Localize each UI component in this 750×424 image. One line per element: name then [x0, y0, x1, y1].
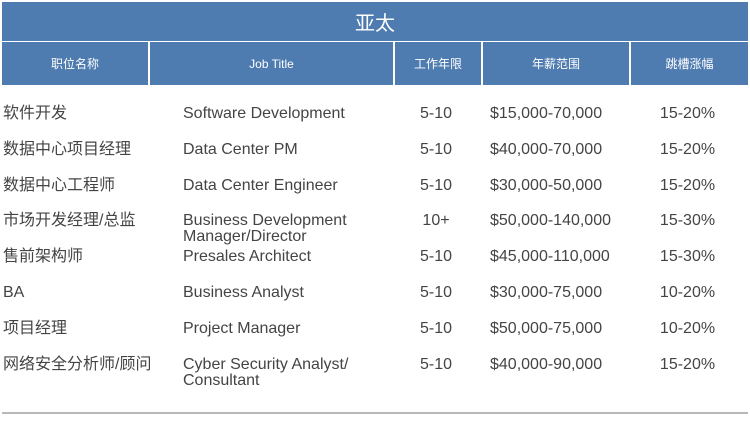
- cell-salary: $30,000-50,000: [490, 177, 603, 194]
- cell-years: 5-10: [419, 320, 453, 337]
- cell-raise: 15-30%: [659, 248, 716, 265]
- header-salary: 年薪范围: [483, 42, 629, 85]
- cell-years: 5-10: [419, 177, 453, 194]
- cell-position-cn: 数据中心工程师: [3, 177, 116, 194]
- cell-job-title: Business Development Manager/Director: [183, 212, 347, 245]
- cell-years: 5-10: [419, 105, 453, 122]
- cell-position-cn: 网络安全分析师/顾问: [3, 356, 152, 373]
- cell-position-cn: BA: [3, 284, 25, 301]
- cell-position-cn: 项目经理: [3, 320, 68, 337]
- header-job-title: Job Title: [150, 42, 393, 85]
- cell-position-cn: 数据中心项目经理: [3, 141, 132, 158]
- cell-years: 5-10: [419, 248, 453, 265]
- cell-years: 5-10: [419, 141, 453, 158]
- cell-position-cn: 软件开发: [3, 105, 68, 122]
- cell-job-title: Project Manager: [183, 320, 301, 337]
- cell-years: 5-10: [419, 284, 453, 301]
- cell-salary: $15,000-70,000: [490, 105, 603, 122]
- cell-salary: $30,000-75,000: [490, 284, 603, 301]
- cell-raise: 15-20%: [659, 105, 716, 122]
- cell-job-title: Data Center PM: [183, 141, 298, 158]
- cell-salary: $40,000-90,000: [490, 356, 603, 373]
- cell-years: 10+: [422, 212, 450, 229]
- cell-salary: $45,000-110,000: [490, 248, 610, 265]
- bottom-rule: [2, 412, 748, 414]
- cell-raise: 15-20%: [659, 177, 716, 194]
- cell-salary: $50,000-75,000: [490, 320, 603, 337]
- cell-raise: 15-20%: [659, 141, 716, 158]
- cell-raise: 10-20%: [659, 320, 716, 337]
- cell-years: 5-10: [419, 356, 453, 373]
- cell-salary: $50,000-140,000: [490, 212, 611, 229]
- cell-raise: 10-20%: [659, 284, 716, 301]
- cell-raise: 15-30%: [659, 212, 716, 229]
- cell-job-title: Presales Architect: [183, 248, 312, 265]
- cell-job-title: Cyber Security Analyst/ Consultant: [183, 356, 349, 389]
- header-raise: 跳槽涨幅: [631, 42, 748, 85]
- cell-raise: 15-20%: [659, 356, 716, 373]
- header-years: 工作年限: [395, 42, 481, 85]
- header-position-cn: 职位名称: [2, 42, 148, 85]
- cell-job-title: Data Center Engineer: [183, 177, 338, 194]
- cell-position-cn: 售前架构师: [3, 248, 84, 265]
- cell-position-cn: 市场开发经理/总监: [3, 212, 136, 229]
- table-title: 亚太: [2, 2, 748, 41]
- cell-job-title: Business Analyst: [183, 284, 304, 301]
- cell-job-title: Software Development: [183, 105, 345, 122]
- cell-salary: $40,000-70,000: [490, 141, 603, 158]
